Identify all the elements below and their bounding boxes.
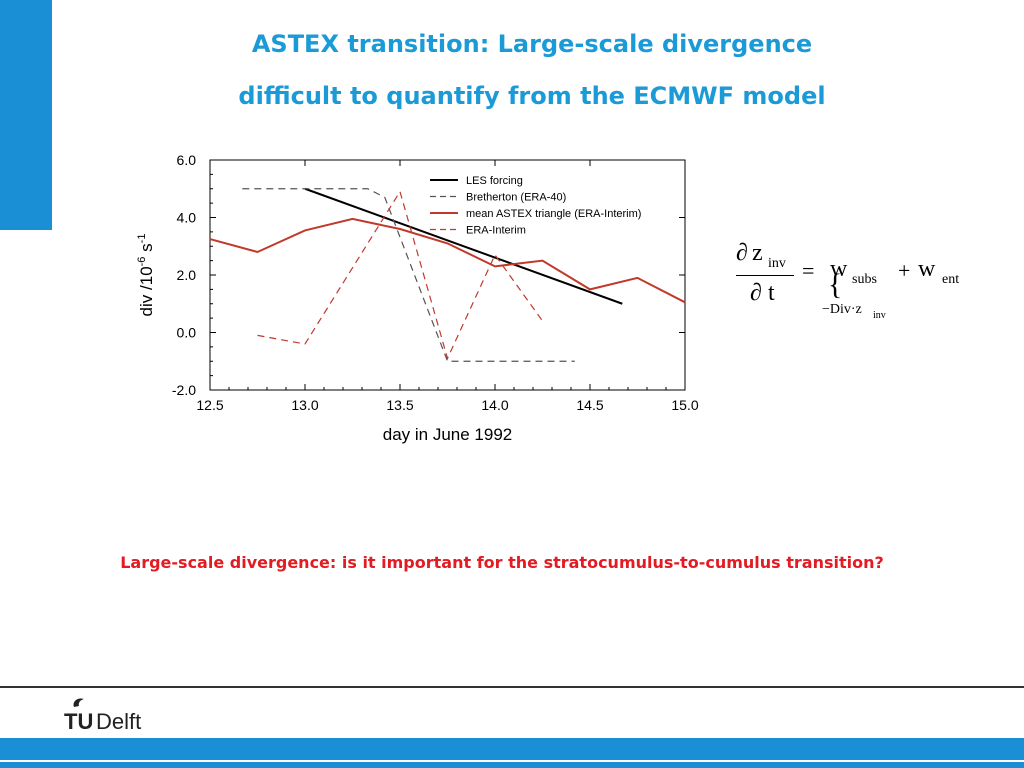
- eq-ent: ent: [942, 272, 960, 287]
- logo-delft: Delft: [96, 709, 141, 733]
- y-axis-label: div /10-6 s-1: [136, 234, 156, 317]
- eq-partial-2: ∂: [750, 280, 762, 306]
- eq-subs: subs: [852, 272, 877, 287]
- eq-w1: w: [830, 256, 848, 282]
- eq-z-sub: inv: [768, 256, 786, 271]
- chart-ticks: 12.5 13.0 13.5 14.0 14.5 15.0 -2.0 0.0 2.0 4.0 6.0: [172, 152, 699, 413]
- series-line-4: [257, 190, 543, 361]
- eq-t: t: [768, 280, 775, 306]
- series-line-2: [242, 188, 575, 362]
- legend-label-3: mean ASTEX triangle (ERA-Interim): [466, 208, 641, 220]
- logo-tu: TU: [64, 709, 93, 733]
- tudelft-logo-graphic: TU Delft: [64, 698, 141, 734]
- x-tick-label: 14.5: [576, 397, 603, 413]
- eq-equals: =: [802, 258, 815, 283]
- x-tick-label: 14.0: [481, 397, 508, 413]
- flame-icon: [73, 698, 84, 707]
- x-axis-label: day in June 1992: [383, 425, 513, 444]
- tudelft-logo: TU Delft: [62, 693, 182, 734]
- y-tick-label: -2.0: [172, 382, 196, 398]
- x-tick-label: 12.5: [196, 397, 223, 413]
- accent-bar: [0, 0, 52, 230]
- eq-w2: w: [918, 256, 936, 282]
- footer-band: [0, 738, 1024, 760]
- x-tick-label: 15.0: [671, 397, 698, 413]
- slide-title-line1: ASTEX transition: Large-scale divergence: [251, 30, 813, 58]
- inversion-equation: ∂ z inv ∂ t = w { subs + w ent −Div·z in…: [730, 240, 1010, 330]
- eq-fraction-bar: [736, 275, 794, 276]
- y-tick-label: 6.0: [177, 152, 197, 168]
- legend-label-4: ERA-Interim: [466, 225, 526, 237]
- divergence-chart: 12.5 13.0 13.5 14.0 14.5 15.0 -2.0 0.0 2.0 4.0 6.0…: [120, 150, 720, 460]
- eq-brace: {: [828, 268, 843, 301]
- chart-legend: LES forcing Bretherton (ERA-40) mean ASTEX…: [430, 175, 641, 237]
- eq-plus: +: [898, 258, 911, 283]
- slide-title-line2: difficult to quantify from the ECMWF mod…: [238, 82, 826, 110]
- chart-series: [209, 187, 686, 362]
- x-tick-label: 13.5: [386, 397, 413, 413]
- eq-partial-1: ∂: [736, 240, 748, 266]
- footer-divider: [0, 686, 1024, 688]
- chart-svg: 12.5 13.0 13.5 14.0 14.5 15.0 -2.0 0.0 2.0 4.0 6.0…: [136, 152, 699, 444]
- legend-label-1: LES forcing: [466, 175, 523, 187]
- footer-band-thin: [0, 762, 1024, 768]
- eq-div-sub: inv: [873, 310, 886, 321]
- y-tick-label: 0.0: [177, 325, 197, 341]
- x-tick-label: 13.0: [291, 397, 318, 413]
- y-tick-label: 4.0: [177, 210, 197, 226]
- series-line-3: [209, 217, 686, 304]
- question-text: Large-scale divergence: is it important …: [120, 553, 884, 572]
- series-line-1: [304, 187, 623, 305]
- plot-frame: [209, 159, 686, 391]
- eq-div-expr: −Div·z: [822, 302, 862, 317]
- legend-label-2: Bretherton (ERA-40): [466, 192, 566, 204]
- y-tick-label: 2.0: [177, 267, 197, 283]
- eq-z: z: [752, 240, 763, 266]
